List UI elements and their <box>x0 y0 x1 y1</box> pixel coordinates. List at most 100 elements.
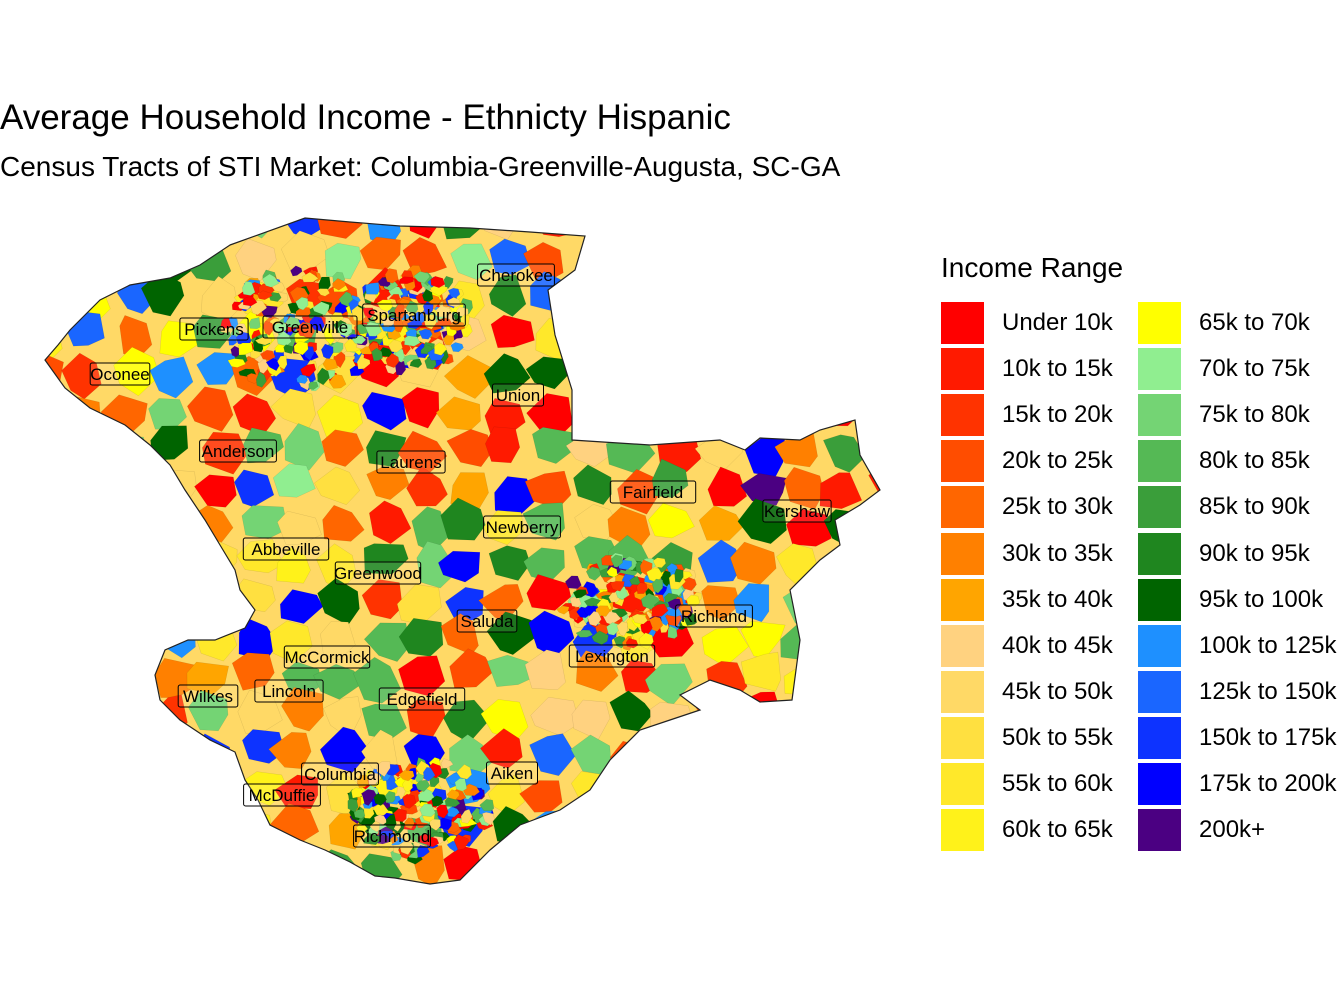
county-label-box <box>283 645 371 669</box>
county-label-box <box>378 687 466 711</box>
census-tract <box>45 614 71 657</box>
legend-swatch <box>1138 440 1181 482</box>
county-name: Greenville <box>272 318 349 337</box>
county-name: Oconee <box>90 365 150 384</box>
census-tract <box>387 339 403 353</box>
county-label-box <box>179 317 249 341</box>
county-label: Richmond <box>353 824 431 848</box>
census-tract <box>737 498 787 545</box>
legend-label: 40k to 45k <box>1002 632 1113 659</box>
census-tract <box>317 367 330 386</box>
census-tract <box>608 351 650 387</box>
census-tract <box>429 818 441 831</box>
census-tract <box>825 271 871 318</box>
census-tract <box>105 768 144 811</box>
census-tract <box>369 500 412 544</box>
census-tract <box>595 605 611 617</box>
census-tract <box>524 649 566 691</box>
county-label-box <box>262 315 358 339</box>
census-tract <box>819 218 858 244</box>
county-label: Columbia <box>301 762 379 786</box>
census-tract <box>257 290 273 300</box>
map-title: Average Household Income - Ethnicty Hisp… <box>0 98 731 137</box>
census-tract <box>363 622 411 662</box>
county-label-box <box>376 450 446 474</box>
census-tract <box>430 275 446 289</box>
census-tract <box>104 467 143 503</box>
county-label-box <box>242 537 330 561</box>
legend-swatch <box>1138 394 1181 436</box>
census-tract <box>697 539 743 583</box>
county-label: Fairfield <box>609 480 697 504</box>
census-tract <box>407 320 423 330</box>
census-tract <box>826 805 863 845</box>
census-tract <box>361 579 403 620</box>
census-tract <box>352 656 402 704</box>
legend-swatch <box>941 394 984 436</box>
county-name: Saluda <box>461 612 514 631</box>
legend-swatch <box>941 579 984 621</box>
legend-title: Income Range <box>941 252 1124 283</box>
census-tract <box>871 499 880 538</box>
census-tract <box>149 218 196 240</box>
census-tract <box>701 585 741 621</box>
census-tract <box>365 430 407 468</box>
census-tract <box>431 795 444 807</box>
census-tract <box>64 585 101 624</box>
census-tract <box>231 652 275 691</box>
census-tract <box>859 768 880 809</box>
census-tract <box>262 273 280 288</box>
census-tract <box>479 798 495 811</box>
census-tract <box>571 848 620 884</box>
census-tract <box>322 504 365 542</box>
census-tract <box>105 662 152 699</box>
county-name: Kershaw <box>764 502 831 521</box>
census-tract <box>617 394 666 437</box>
legend-swatch <box>1138 348 1181 390</box>
legend-label: 30k to 35k <box>1002 540 1113 567</box>
census-tract <box>733 583 770 623</box>
census-tract <box>426 836 440 848</box>
census-tract <box>45 732 68 776</box>
census-tract <box>267 842 317 884</box>
census-tract <box>283 344 294 355</box>
census-tract <box>255 371 267 388</box>
county-label-box <box>483 515 561 539</box>
census-tract <box>328 374 347 389</box>
census-tract <box>779 386 824 429</box>
census-tract <box>140 272 185 317</box>
census-tract <box>337 323 353 337</box>
census-tract <box>825 731 867 779</box>
county-label: Pickens <box>179 317 249 341</box>
county-name: Abbeville <box>252 540 321 559</box>
census-tract <box>625 638 639 649</box>
census-tract <box>701 808 747 850</box>
census-tract <box>61 429 104 473</box>
census-tract <box>450 342 464 353</box>
census-tract <box>460 808 473 824</box>
county-label: Abbeville <box>242 537 330 561</box>
census-tract <box>162 540 205 588</box>
county-label: Cherokee <box>477 263 555 287</box>
census-tract <box>285 316 301 328</box>
legend-label: 20k to 25k <box>1002 447 1113 474</box>
county-label-box <box>301 762 379 786</box>
census-tract <box>486 845 525 884</box>
county-label: McCormick <box>283 645 371 669</box>
census-tract <box>619 218 660 243</box>
census-tract <box>109 803 150 845</box>
census-tract <box>483 353 531 394</box>
census-tract <box>742 730 789 767</box>
census-tract <box>156 617 196 659</box>
census-tract <box>110 849 153 884</box>
census-tract <box>355 324 368 335</box>
county-label: Kershaw <box>762 499 832 523</box>
map-subtitle: Census Tracts of STI Market: Columbia-Gr… <box>0 151 841 182</box>
census-tract <box>312 301 330 316</box>
county-name: Lexington <box>575 647 649 666</box>
census-tract <box>783 466 825 510</box>
census-tract <box>242 280 256 296</box>
census-tract <box>864 841 880 884</box>
census-tract <box>360 789 378 802</box>
county-name: McDuffie <box>249 786 316 805</box>
